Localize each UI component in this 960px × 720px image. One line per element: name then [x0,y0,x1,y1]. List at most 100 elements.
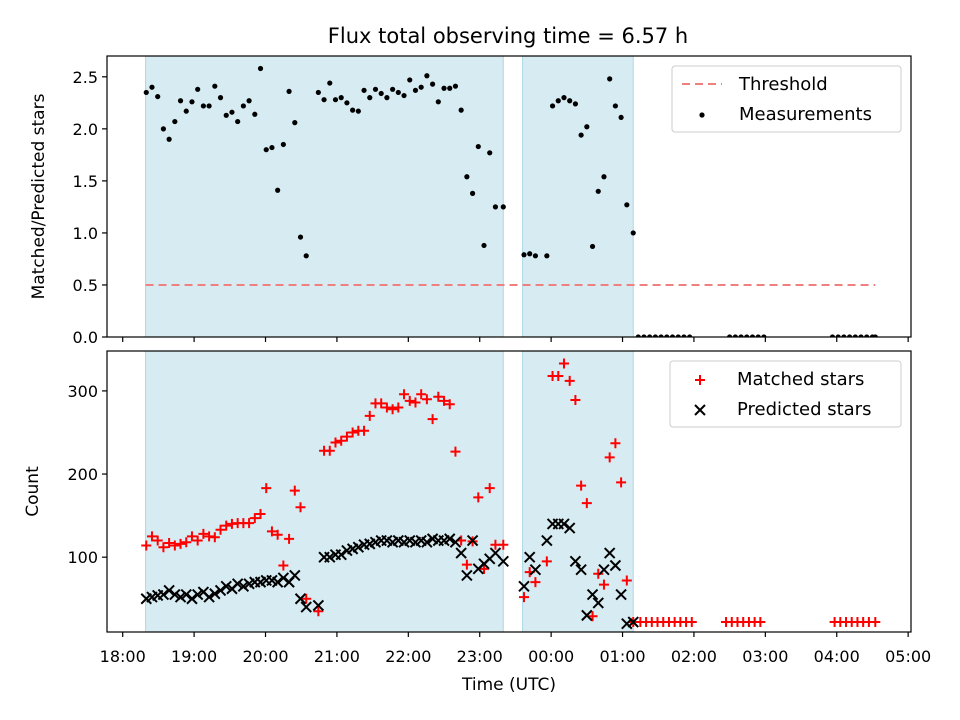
matched-star-marker [755,617,766,628]
matched-star-marker [581,498,592,509]
x-tick-label: 19:00 [171,647,217,666]
matched-star-marker [421,394,432,405]
predicted-star-marker [191,588,204,601]
measurement-point [641,334,647,337]
measurement-point [332,97,339,103]
y-tick-label: 300 [67,382,98,401]
legend-matched-label: Matched stars [737,369,864,390]
measurement-point [195,86,201,92]
plot-area [143,65,878,337]
x-tick-label: 21:00 [314,647,360,666]
measurement-point [378,90,384,97]
measurement-point [149,84,155,90]
matched-star-marker [313,606,324,617]
measurement-point [601,174,607,180]
matched-star-marker [198,528,209,539]
predicted-star-marker [214,584,227,597]
measurement-point [269,144,275,151]
measurement-point [761,334,767,337]
matched-star-marker [284,533,295,544]
legend-box [671,65,902,133]
y-tick-label: 0.5 [73,276,98,295]
measurement-point [189,99,195,105]
matched-star-marker [359,425,370,436]
measurement-point [212,83,218,89]
shaded-observing-window [522,55,634,338]
matched-star-marker [541,556,552,567]
shaded-observing-window [145,350,504,633]
matched-star-marker [444,399,455,410]
matched-star-marker [152,535,163,546]
matched-star-marker [266,526,277,537]
predicted-star-marker [231,578,244,590]
measurement-point [635,334,641,337]
legend-measurement-swatch [699,112,705,118]
predicted-star-marker [289,569,301,582]
measurement-point [732,334,738,337]
measurement-point [532,253,539,259]
measurement-point [727,334,733,337]
predicted-star-marker [157,588,170,601]
x-tick-label: 00:00 [528,647,574,666]
predicted-star-marker [352,541,365,553]
panel-2 [102,350,912,633]
matched-star-marker [570,395,581,406]
measurement-point [858,334,864,337]
predicted-star-marker [603,547,616,559]
matched-star-marker [301,593,312,604]
measurement-point [412,87,419,93]
y-axis-label: Matched/Predicted stars [29,93,49,299]
matched-star-marker [484,483,495,494]
measurement-point [744,334,750,337]
measurement-point [384,95,390,101]
matched-star-marker [146,531,157,542]
matched-star-marker [399,389,410,400]
matched-star-marker [553,370,564,381]
measurement-point [447,85,453,91]
measurement-point [257,65,264,72]
legend-box [669,360,902,428]
matched-star-marker [387,404,398,415]
measurement-point [280,141,286,148]
measurement-point [475,143,481,150]
measurement-point [240,103,246,109]
x-tick-label: 23:00 [457,647,503,666]
predicted-star-marker [466,534,479,547]
matched-star-marker [141,540,152,551]
matched-star-marker [621,575,632,586]
measurement-point [829,334,836,337]
matched-star-marker [518,592,529,603]
matched-star-marker [181,537,192,548]
matched-star-marker [376,398,387,409]
predicted-star-marker [237,580,250,592]
measurement-point [872,334,878,337]
measurement-point [235,118,241,125]
predicted-star-marker [220,580,232,592]
measurement-point [481,242,487,249]
matched-star-marker [604,452,615,463]
predicted-star-marker [444,533,456,545]
predicted-star-marker [421,536,433,548]
measurement-point [572,101,579,107]
measurement-point [172,118,178,125]
predicted-star-marker [592,597,604,609]
matched-star-marker [870,617,881,628]
predicted-star-marker [627,616,639,628]
y-tick-label: 2.5 [73,68,98,87]
measurement-point [355,108,361,114]
matched-star-marker [324,445,335,456]
predicted-star-marker [586,588,599,601]
measurement-point [367,95,373,101]
measurement-point [487,150,493,156]
measurement-point [407,77,413,83]
measurement-point [166,136,172,142]
matched-star-marker [479,563,490,574]
measurement-point [607,76,613,82]
measurement-point [687,334,693,337]
measurement-point [681,334,687,337]
predicted-star-marker [581,609,593,622]
measurement-point [315,89,321,96]
predicted-star-marker [575,563,587,576]
measurement-point [618,114,624,121]
